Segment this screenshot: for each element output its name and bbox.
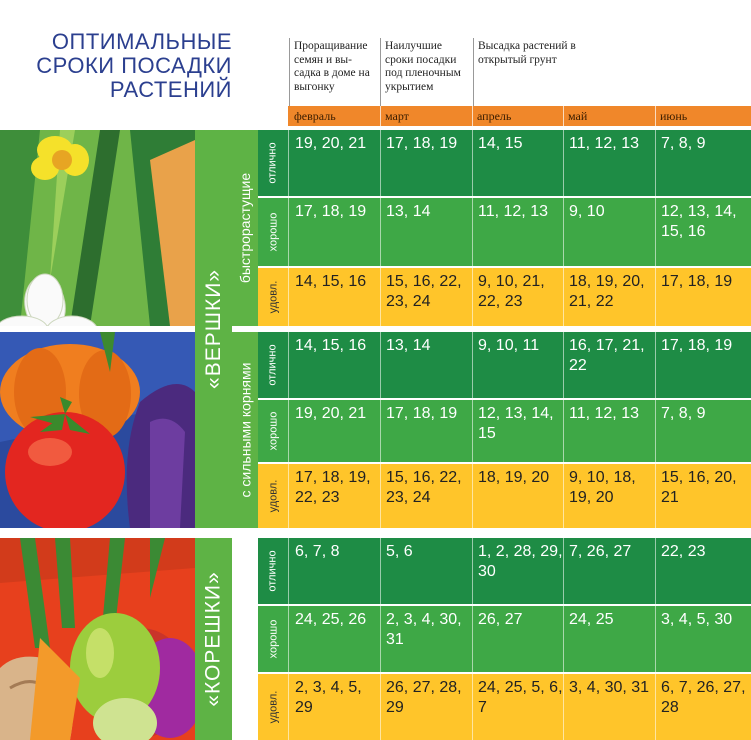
date-cell: 9, 10, 21, 22, 23: [478, 273, 545, 310]
title-line-1: ОПТИМАЛЬНЫЕ: [51, 29, 232, 54]
header-divider: [289, 38, 290, 106]
date-cell: 2, 3, 4, 5, 29: [295, 679, 362, 716]
date-cell: 13, 14: [386, 337, 431, 354]
subgroup-label-roots: с сильными корнями: [237, 362, 254, 498]
date-cell: 14, 15, 16: [295, 273, 367, 290]
cell-divider: [563, 130, 564, 740]
date-cell: 19, 20, 21: [295, 405, 367, 422]
date-cell: 3, 4, 5, 30: [661, 611, 733, 628]
category-band-koreshki: [195, 538, 232, 740]
date-cell: 9, 10: [569, 203, 605, 220]
date-cell: 17, 18, 19: [386, 135, 458, 152]
date-cell: 19, 20, 21: [295, 135, 367, 152]
title-line-3: РАСТЕНИЙ: [109, 77, 232, 102]
category-label-vershki: «ВЕРШКИ»: [201, 269, 225, 389]
date-cell: 7, 8, 9: [661, 135, 706, 152]
date-cell: 14, 15: [478, 135, 523, 152]
date-cell: 13, 14: [386, 203, 431, 220]
month-divider: [655, 106, 656, 126]
rating-label: отлично: [267, 344, 280, 386]
date-cell: 3, 4, 30, 31: [569, 679, 650, 696]
subgroup-band-roots: [232, 332, 258, 528]
rating-label: хорошо: [267, 411, 280, 451]
month-march: март: [385, 109, 409, 123]
date-cell: 14, 15, 16: [295, 337, 367, 354]
month-divider: [380, 106, 381, 126]
rating-label: отлично: [267, 550, 280, 592]
row-bg-good: [258, 606, 751, 672]
header-divider: [473, 38, 474, 106]
category-band-vershki: [195, 130, 232, 528]
date-cell: 15, 16, 22, 23, 24: [386, 273, 462, 310]
category-label-koreshki: «КОРЕШКИ»: [201, 571, 225, 707]
date-cell: 16, 17, 21, 22: [569, 337, 645, 374]
date-cell: 26, 27, 28, 29: [386, 679, 462, 716]
row-bg-excellent: [258, 130, 751, 196]
rating-label: хорошо: [267, 212, 280, 252]
date-cell: 11, 12, 13: [569, 135, 639, 152]
month-bar: [288, 106, 751, 126]
rating-label: удовл.: [267, 479, 279, 513]
date-cell: 24, 25, 5, 6, 7: [478, 679, 563, 716]
row-bg-excellent: [258, 332, 751, 398]
row-bg-excellent: [258, 538, 751, 604]
date-cell: 17, 18, 19: [386, 405, 458, 422]
date-cell: 6, 7, 8: [295, 543, 340, 560]
date-cell: 1, 2, 28, 29, 30: [478, 543, 563, 580]
column-header-sprouting: Проращивание семян и вы- садка в доме на…: [294, 40, 370, 93]
date-cell: 12, 13, 14, 15: [478, 405, 554, 442]
date-cell: 17, 18, 19: [661, 273, 733, 290]
date-cell: 9, 10, 18, 19, 20: [569, 469, 636, 506]
date-cell: 5, 6: [386, 543, 413, 560]
month-june: июнь: [660, 109, 688, 123]
date-cell: 18, 19, 20, 21, 22: [569, 273, 645, 310]
date-cell: 17, 18, 19, 22, 23: [295, 469, 371, 506]
subgroup-band-fast: [232, 130, 258, 326]
row-bg-fair: [258, 268, 751, 326]
date-cell: 17, 18, 19: [295, 203, 367, 220]
cell-divider: [472, 130, 473, 740]
column-header-open-ground: Высадка растений в открытый грунт: [478, 40, 576, 66]
row-bg-good: [258, 400, 751, 462]
flowers-strawberry-illustration: [0, 130, 195, 326]
date-cell: 26, 27: [478, 611, 523, 628]
date-cell: 9, 10, 11: [478, 337, 540, 354]
title-line-2: СРОКИ ПОСАДКИ: [36, 53, 232, 78]
date-cell: 6, 7, 26, 27, 28: [661, 679, 746, 716]
date-cell: 15, 16, 20, 21: [661, 469, 737, 506]
row-bg-good: [258, 198, 751, 266]
header-divider: [380, 38, 381, 106]
month-february: февраль: [294, 109, 336, 123]
date-cell: 24, 25: [569, 611, 614, 628]
month-divider: [563, 106, 564, 126]
date-cell: 15, 16, 22, 23, 24: [386, 469, 462, 506]
column-header-film-cover: Наилучшие сроки посадки под пленочным ук…: [385, 40, 461, 93]
cell-divider: [655, 130, 656, 740]
date-cell: 11, 12, 13: [478, 203, 548, 220]
date-cell: 12, 13, 14, 15, 16: [661, 203, 737, 240]
row-bg-fair: [258, 674, 751, 740]
date-cell: 7, 8, 9: [661, 405, 706, 422]
date-cell: 24, 25, 26: [295, 611, 367, 628]
date-cell: 22, 23: [661, 543, 706, 560]
rating-label: удовл.: [267, 280, 279, 314]
month-april: апрель: [477, 109, 512, 123]
row-bg-fair: [258, 464, 751, 528]
date-cell: 7, 26, 27: [569, 543, 632, 560]
rating-label: удовл.: [267, 690, 279, 724]
rating-label: отлично: [267, 142, 280, 184]
cell-divider: [288, 130, 289, 740]
month-divider: [472, 106, 473, 126]
subgroup-label-fast: быстрорастущие: [237, 172, 253, 284]
date-cell: 18, 19, 20: [478, 469, 550, 486]
date-cell: 2, 3, 4, 30, 31: [386, 611, 462, 648]
date-cell: 11, 12, 13: [569, 405, 639, 422]
cell-divider: [380, 130, 381, 740]
pumpkin-tomato-illustration: [0, 332, 195, 528]
rating-label: хорошо: [267, 619, 280, 659]
month-may: май: [568, 109, 588, 123]
root-vegetables-illustration: [0, 538, 195, 740]
page-title: ОПТИМАЛЬНЫЕ СРОКИ ПОСАДКИ РАСТЕНИЙ: [0, 30, 232, 102]
date-cell: 17, 18, 19: [661, 337, 733, 354]
